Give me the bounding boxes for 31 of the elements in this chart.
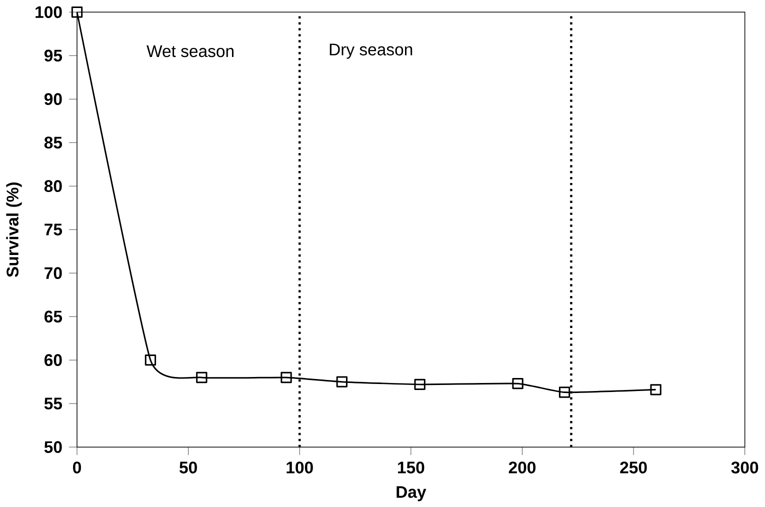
y-tick-label: 100 [36, 6, 62, 18]
x-tick-label: 200 [508, 461, 536, 474]
point [650, 384, 662, 396]
point [196, 372, 208, 383]
y-tick-label: 95 [44, 49, 62, 62]
y-tick-label: 80 [44, 180, 62, 192]
y-tick-label: 65 [44, 310, 62, 322]
y-tick-label: 75 [44, 224, 62, 236]
x-axis-title: Day [396, 486, 426, 502]
y-tick-label: 50 [44, 440, 62, 453]
point [71, 6, 83, 18]
x-tick-label: 100 [286, 461, 313, 474]
x-tick-label: 50 [180, 461, 197, 474]
point [558, 386, 570, 398]
y-tick-label: 55 [44, 398, 62, 410]
point [414, 378, 426, 390]
x-tick-label: 0 [73, 461, 81, 474]
point [144, 354, 156, 366]
point [336, 376, 348, 388]
x-tick-label: 150 [398, 461, 424, 474]
point [280, 372, 292, 383]
y-tick-label: 70 [44, 266, 62, 279]
y-axis-title: Survival (%) [6, 182, 22, 277]
x-tick-label: 300 [731, 461, 758, 474]
y-tick-label: 85 [44, 136, 62, 148]
y-tick-label: 60 [44, 354, 62, 366]
x-tick-label: 250 [620, 461, 647, 474]
point [512, 378, 524, 389]
annotation: Dry season [330, 44, 412, 59]
annotation: Wet season [146, 45, 234, 57]
y-tick-label: 90 [44, 92, 62, 105]
